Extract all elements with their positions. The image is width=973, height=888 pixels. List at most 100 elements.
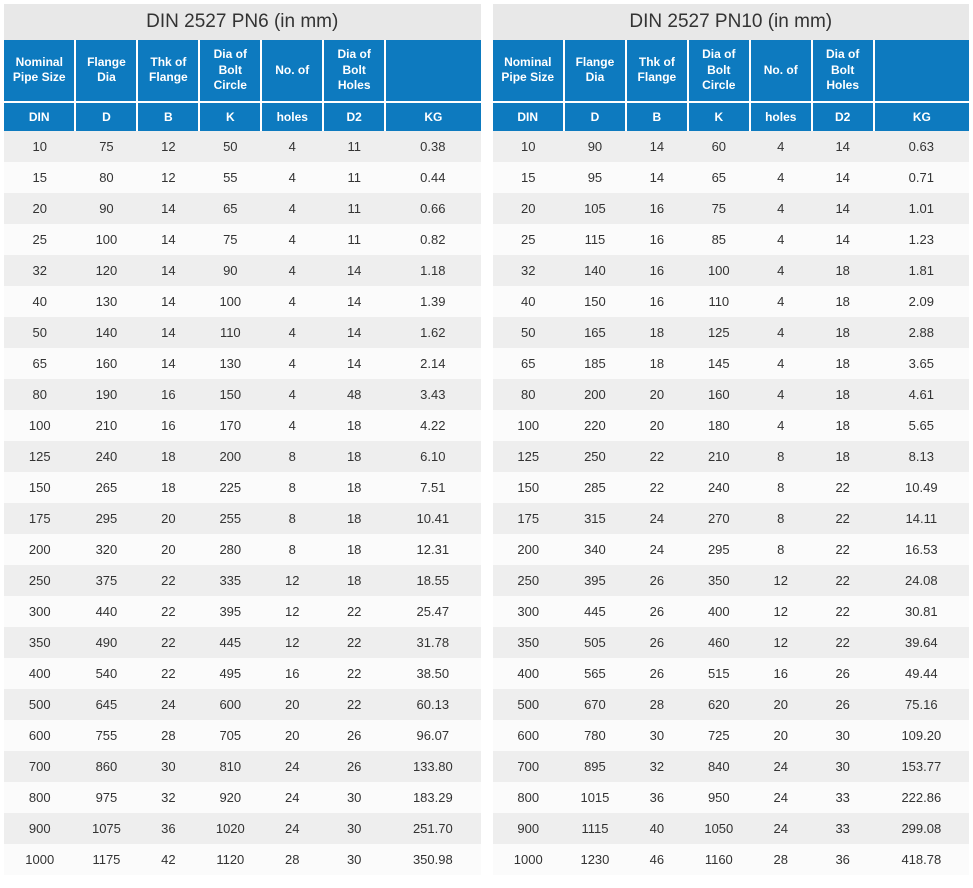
table-cell: 299.08 — [874, 813, 969, 844]
column-header: Dia of Bolt Holes — [323, 40, 385, 102]
table-row: 1502852224082210.49 — [493, 472, 970, 503]
table-row: 2003402429582216.53 — [493, 534, 970, 565]
table-cell: 350 — [4, 627, 75, 658]
table-cell: 4 — [261, 255, 323, 286]
table-cell: 125 — [493, 441, 564, 472]
table-row: 600780307252030109.20 — [493, 720, 970, 751]
table-cell: 125 — [4, 441, 75, 472]
table-cell: 418.78 — [874, 844, 969, 875]
table-cell: 160 — [688, 379, 750, 410]
column-header: Thk of Flange — [137, 40, 199, 102]
table-cell: 505 — [564, 627, 626, 658]
table-cell: 16 — [137, 410, 199, 441]
table-cell: 18 — [812, 317, 874, 348]
table-row: 35049022445122231.78 — [4, 627, 481, 658]
table-cell: 565 — [564, 658, 626, 689]
table-cell: 105 — [564, 193, 626, 224]
table-cell: 30 — [626, 720, 688, 751]
table-cell: 65 — [688, 162, 750, 193]
table-cell: 16.53 — [874, 534, 969, 565]
table-cell: 30 — [137, 751, 199, 782]
table-cell: 26 — [626, 627, 688, 658]
table-cell: 11 — [323, 162, 385, 193]
table-cell: 200 — [4, 534, 75, 565]
table-cell: 32 — [137, 782, 199, 813]
table-row: 125250222108188.13 — [493, 441, 970, 472]
table-cell: 22 — [137, 658, 199, 689]
table-row: 8001015369502433222.86 — [493, 782, 970, 813]
table-cell: 860 — [75, 751, 137, 782]
table-cell: 210 — [75, 410, 137, 441]
table-cell: 1000 — [4, 844, 75, 875]
table-cell: 10.41 — [385, 503, 480, 534]
table-row: 100210161704184.22 — [4, 410, 481, 441]
table-cell: 22 — [812, 627, 874, 658]
table-cell: 18 — [323, 565, 385, 596]
column-subheader: D — [564, 102, 626, 131]
table-cell: 295 — [688, 534, 750, 565]
table-cell: 46 — [626, 844, 688, 875]
table-cell: 24 — [626, 534, 688, 565]
table-cell: 10 — [4, 131, 75, 162]
table-cell: 495 — [199, 658, 261, 689]
table-cell: 18 — [812, 255, 874, 286]
table-cell: 18.55 — [385, 565, 480, 596]
table-cell: 0.82 — [385, 224, 480, 255]
table-cell: 540 — [75, 658, 137, 689]
table-cell: 14 — [323, 317, 385, 348]
table-cell: 50 — [4, 317, 75, 348]
table-row: 3212014904141.18 — [4, 255, 481, 286]
table-cell: 270 — [688, 503, 750, 534]
table-row: 65160141304142.14 — [4, 348, 481, 379]
table-cell: 800 — [493, 782, 564, 813]
table-cell: 251.70 — [385, 813, 480, 844]
table-cell: 30 — [812, 751, 874, 782]
table-cell: 26 — [812, 658, 874, 689]
table-cell: 440 — [75, 596, 137, 627]
table-cell: 26 — [323, 751, 385, 782]
table-cell: 100 — [75, 224, 137, 255]
table-cell: 26 — [626, 658, 688, 689]
table-cell: 600 — [199, 689, 261, 720]
table-cell: 28 — [137, 720, 199, 751]
table-cell: 4.22 — [385, 410, 480, 441]
table-cell: 75.16 — [874, 689, 969, 720]
column-subheader: KG — [874, 102, 969, 131]
table-cell: 200 — [564, 379, 626, 410]
table-cell: 950 — [688, 782, 750, 813]
table-cell: 22 — [137, 627, 199, 658]
table-cell: 8 — [750, 441, 812, 472]
table-cell: 4 — [261, 224, 323, 255]
table-row: 158012554110.44 — [4, 162, 481, 193]
table-cell: 30 — [812, 720, 874, 751]
table-cell: 600 — [4, 720, 75, 751]
table-cell: 4 — [750, 317, 812, 348]
column-subheader: holes — [750, 102, 812, 131]
table-cell: 4 — [750, 286, 812, 317]
table-block-pn6: DIN 2527 PN6 (in mm) Nominal Pipe SizeFl… — [4, 4, 481, 875]
table-row: 50165181254182.88 — [493, 317, 970, 348]
table-cell: 395 — [564, 565, 626, 596]
table-cell: 445 — [564, 596, 626, 627]
column-header: Dia of Bolt Circle — [688, 40, 750, 102]
table-cell: 140 — [75, 317, 137, 348]
column-header: Dia of Bolt Circle — [199, 40, 261, 102]
table-cell: 4 — [750, 348, 812, 379]
table-cell: 4 — [750, 410, 812, 441]
table-cell: 320 — [75, 534, 137, 565]
table-cell: 36 — [626, 782, 688, 813]
table-cell: 40 — [4, 286, 75, 317]
table-cell: 16 — [750, 658, 812, 689]
table-cell: 100 — [4, 410, 75, 441]
table-cell: 22 — [323, 596, 385, 627]
table-row: 2510014754110.82 — [4, 224, 481, 255]
table-row: 50064524600202260.13 — [4, 689, 481, 720]
table-cell: 15 — [493, 162, 564, 193]
table-cell: 100 — [688, 255, 750, 286]
table-cell: 50 — [493, 317, 564, 348]
table-cell: 12 — [750, 565, 812, 596]
table-row: 2010516754141.01 — [493, 193, 970, 224]
table-cell: 25 — [4, 224, 75, 255]
column-header: Flange Dia — [564, 40, 626, 102]
table-cell: 175 — [493, 503, 564, 534]
